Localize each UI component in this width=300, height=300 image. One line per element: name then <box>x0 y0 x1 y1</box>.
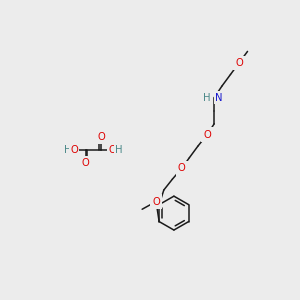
Text: O: O <box>109 145 116 155</box>
Text: H: H <box>203 93 210 103</box>
Text: O: O <box>235 58 243 68</box>
Text: H: H <box>115 145 123 155</box>
Text: O: O <box>82 158 89 168</box>
Text: O: O <box>97 132 105 142</box>
Text: O: O <box>70 145 78 155</box>
Text: O: O <box>203 130 211 140</box>
Text: H: H <box>64 145 71 155</box>
Text: N: N <box>215 93 223 103</box>
Text: O: O <box>152 196 160 206</box>
Text: O: O <box>178 164 185 173</box>
